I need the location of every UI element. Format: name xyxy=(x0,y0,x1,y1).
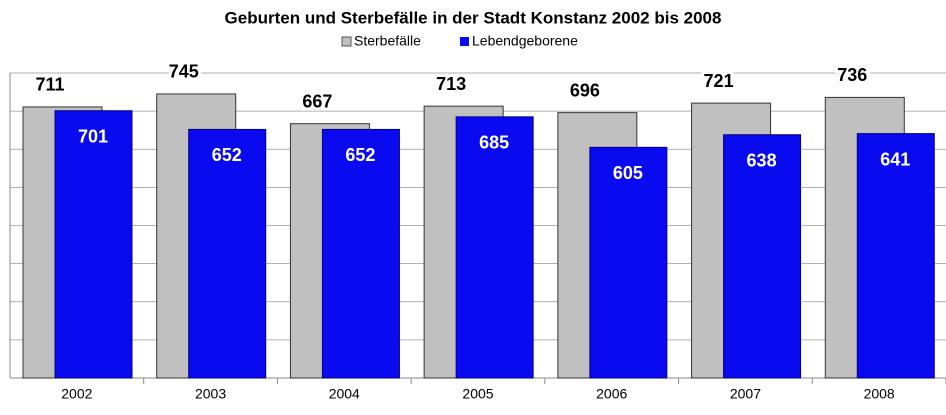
x-tick-label: 2002 xyxy=(61,386,92,402)
bar xyxy=(321,128,400,379)
legend-swatch xyxy=(341,36,352,47)
data-label: 652 xyxy=(345,145,375,165)
x-tick-label: 2003 xyxy=(195,386,226,402)
x-tick-label: 2004 xyxy=(329,386,360,402)
bar xyxy=(589,146,668,379)
bar xyxy=(455,116,534,379)
x-tick-label: 2008 xyxy=(864,386,895,402)
data-label: 638 xyxy=(747,151,777,171)
legend-swatch xyxy=(460,37,469,46)
x-tick-label: 2007 xyxy=(730,386,761,402)
bar xyxy=(723,134,802,379)
x-tick-label: 2005 xyxy=(462,386,493,402)
data-label: 745 xyxy=(169,62,199,82)
data-label: 641 xyxy=(880,149,910,169)
bar xyxy=(54,110,133,379)
bar xyxy=(188,128,267,379)
data-label: 713 xyxy=(436,74,466,94)
data-label: 685 xyxy=(479,133,509,153)
chart-title: Geburten und Sterbefälle in der Stadt Ko… xyxy=(225,8,722,27)
data-label: 652 xyxy=(212,145,242,165)
data-label: 696 xyxy=(570,80,600,100)
data-label: 721 xyxy=(704,71,734,91)
data-label: 667 xyxy=(302,91,332,111)
legend-label: Sterbefälle xyxy=(354,33,421,49)
data-label: 736 xyxy=(837,65,867,85)
bar xyxy=(856,133,935,379)
x-tick-label: 2006 xyxy=(596,386,627,402)
data-label: 711 xyxy=(35,75,64,95)
data-label: 605 xyxy=(613,163,643,183)
legend-label: Lebendgeborene xyxy=(472,33,578,49)
data-label: 701 xyxy=(78,126,108,146)
